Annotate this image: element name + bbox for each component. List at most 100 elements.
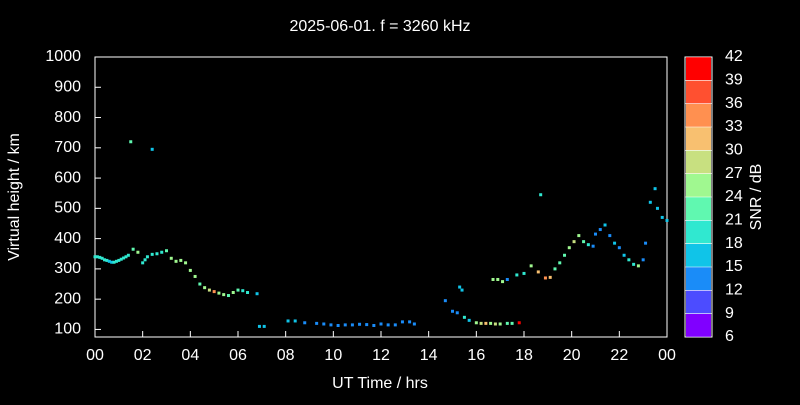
data-point — [379, 322, 383, 326]
data-point — [169, 256, 173, 260]
data-point — [536, 270, 540, 274]
colorbar-tick-label: 27 — [725, 165, 743, 182]
y-tick-label: 700 — [54, 139, 81, 156]
data-point — [95, 255, 99, 259]
x-tick-label: 06 — [229, 347, 247, 364]
data-point — [217, 291, 221, 295]
data-point — [529, 264, 533, 268]
data-point — [543, 276, 547, 280]
data-point — [179, 258, 183, 262]
data-point — [505, 321, 509, 325]
colorbar-band — [686, 267, 711, 291]
colorbar-band — [686, 150, 711, 174]
data-point — [632, 262, 636, 266]
data-point — [484, 321, 488, 325]
colorbar-tick-label: 30 — [725, 142, 743, 159]
data-point — [644, 241, 648, 245]
data-point — [458, 285, 462, 289]
colorbar-tick-label: 6 — [725, 328, 734, 345]
data-point — [660, 215, 664, 219]
data-point — [262, 324, 266, 328]
colorbar-tick-label: 15 — [725, 258, 743, 275]
data-point — [489, 321, 493, 325]
data-point — [479, 321, 483, 325]
colorbar-tick-label: 18 — [725, 235, 743, 252]
x-tick-label: 22 — [610, 347, 628, 364]
colorbar-tick-label: 24 — [725, 188, 743, 205]
colorbar-band — [686, 173, 711, 197]
data-point — [582, 240, 586, 244]
data-point — [372, 323, 376, 327]
data-point — [131, 247, 135, 251]
colorbar-band — [686, 290, 711, 314]
data-point — [329, 323, 333, 327]
data-point — [451, 309, 454, 313]
data-point — [119, 257, 123, 261]
colorbar-tick-label: 21 — [725, 212, 743, 229]
x-tick-label: 16 — [467, 347, 485, 364]
data-point — [665, 218, 669, 222]
data-point — [567, 246, 571, 250]
x-tick-label: 18 — [515, 347, 533, 364]
data-point — [155, 252, 159, 256]
data-point — [257, 324, 261, 328]
colorbar-band — [686, 80, 711, 104]
y-tick-label: 100 — [54, 321, 81, 338]
data-point — [548, 275, 552, 279]
data-point — [462, 315, 466, 319]
data-point — [160, 250, 164, 254]
data-point — [105, 258, 109, 262]
colorbar-band — [686, 197, 711, 221]
data-point — [143, 258, 147, 262]
colorbar-band — [686, 220, 711, 244]
data-point — [617, 246, 621, 250]
data-point — [622, 253, 626, 257]
y-tick-label: 800 — [54, 109, 81, 126]
data-point — [563, 253, 567, 257]
data-point — [124, 255, 128, 259]
y-tick-label: 1000 — [45, 48, 81, 65]
data-point — [212, 290, 216, 294]
data-point — [231, 291, 235, 295]
data-point — [586, 243, 590, 247]
data-point — [193, 274, 197, 278]
x-axis-label: UT Time / hrs — [332, 375, 428, 392]
data-point — [350, 323, 354, 327]
colorbar-tick-label: 9 — [725, 305, 734, 322]
data-point — [98, 255, 102, 259]
data-point — [493, 322, 497, 326]
data-point — [222, 293, 226, 297]
data-point — [93, 255, 97, 259]
colorbar-tick-label: 33 — [725, 118, 743, 135]
data-point — [572, 240, 576, 244]
data-point — [286, 319, 290, 323]
data-point — [517, 321, 521, 325]
data-point — [594, 232, 597, 236]
data-point — [126, 253, 130, 257]
data-point — [608, 234, 612, 238]
colorbar-band — [686, 103, 711, 127]
y-tick-label: 300 — [54, 260, 81, 277]
data-point — [515, 273, 519, 277]
data-point — [603, 223, 607, 227]
data-point — [636, 264, 640, 268]
data-point — [539, 193, 543, 197]
data-point — [255, 292, 259, 296]
y-tick-label: 600 — [54, 169, 81, 186]
x-tick-label: 00 — [86, 347, 104, 364]
data-point — [467, 318, 471, 322]
x-tick-label: 08 — [277, 347, 295, 364]
data-point — [293, 319, 297, 323]
data-point — [655, 206, 659, 210]
colorbar-band — [686, 57, 711, 81]
y-tick-label: 400 — [54, 230, 81, 247]
y-tick-label: 900 — [54, 78, 81, 95]
data-point — [648, 200, 652, 204]
data-point — [226, 294, 230, 298]
y-tick-label: 500 — [54, 200, 81, 217]
data-point — [174, 259, 178, 263]
data-point — [400, 320, 404, 324]
x-tick-label: 20 — [563, 347, 581, 364]
colorbar-band — [686, 127, 711, 151]
